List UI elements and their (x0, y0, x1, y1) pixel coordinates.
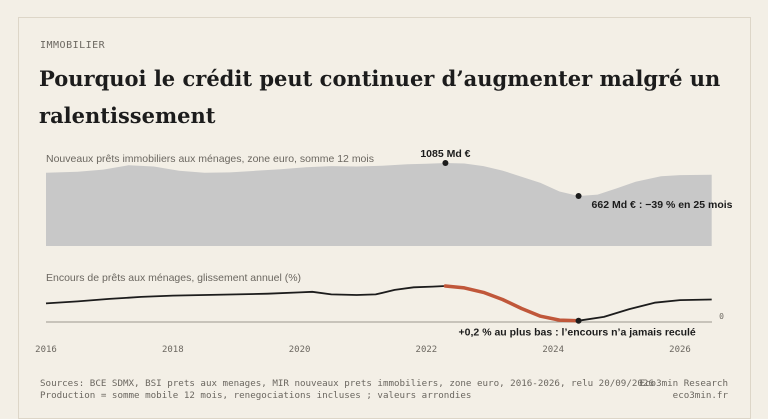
page-title: Pourquoi le crédit peut continuer d’augm… (39, 66, 721, 128)
brand: Eco3min Research eco3min.fr (639, 378, 728, 402)
annotation-dot (442, 160, 449, 166)
highlight-series (443, 284, 581, 323)
zero-label: 0 (719, 312, 724, 321)
x-tick-label: 2022 (416, 345, 438, 355)
x-tick-label: 2026 (669, 345, 691, 355)
annotation-min-label: +0,2 % au plus bas : l’encours n’a jamai… (459, 327, 696, 339)
area-chart-title: Nouveaux prêts immobiliers aux ménages, … (46, 153, 374, 165)
source-line-2: Production = somme mobile 12 mois, reneg… (40, 390, 472, 401)
annotation-min-dot (575, 317, 582, 324)
section-kicker: IMMOBILIER (40, 40, 106, 51)
x-tick-label: 2024 (542, 345, 564, 355)
x-tick-label: 2020 (289, 345, 311, 355)
source-note: Sources: BCE SDMX, BSI prets aux menages… (40, 378, 654, 402)
x-tick-label: 2016 (35, 345, 57, 355)
chart-svg: Nouveaux prêts immobiliers aux ménages, … (35, 148, 733, 355)
annotation-low-label: 662 Md € : −39 % en 25 mois (592, 199, 733, 211)
brand-url: eco3min.fr (672, 390, 728, 401)
source-line-1: Sources: BCE SDMX, BSI prets aux menages… (40, 378, 654, 389)
area-series (46, 163, 712, 246)
line-chart-title: Encours de prêts aux ménages, glissement… (46, 272, 301, 284)
x-tick-label: 2018 (162, 345, 184, 355)
annotation-peak-label: 1085 Md € (420, 148, 470, 160)
brand-name: Eco3min Research (639, 378, 728, 389)
line-series (45, 285, 712, 322)
annotation-dot (575, 193, 582, 199)
